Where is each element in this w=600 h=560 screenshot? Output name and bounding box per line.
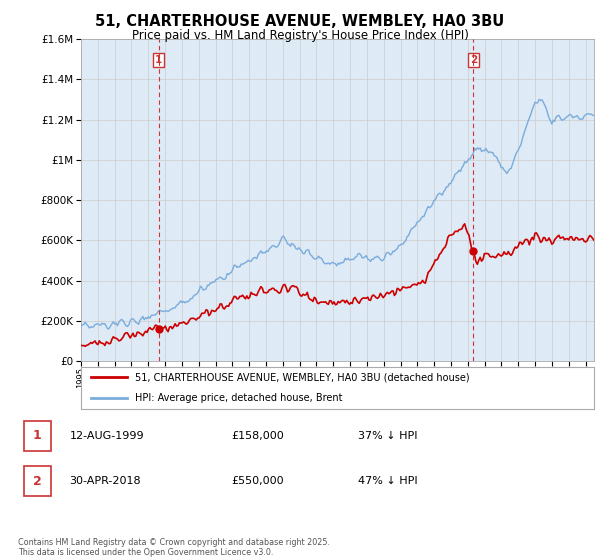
Text: HPI: Average price, detached house, Brent: HPI: Average price, detached house, Bren… [135,393,343,403]
Text: 12-AUG-1999: 12-AUG-1999 [70,431,144,441]
Text: 2: 2 [470,55,477,66]
Text: 47% ↓ HPI: 47% ↓ HPI [358,476,417,486]
FancyBboxPatch shape [23,421,51,451]
Text: 1: 1 [33,430,42,442]
Text: 1: 1 [155,55,162,66]
Text: 51, CHARTERHOUSE AVENUE, WEMBLEY, HA0 3BU: 51, CHARTERHOUSE AVENUE, WEMBLEY, HA0 3B… [95,14,505,29]
Text: £550,000: £550,000 [231,476,284,486]
FancyBboxPatch shape [23,466,51,496]
Text: £158,000: £158,000 [231,431,284,441]
Text: 30-APR-2018: 30-APR-2018 [70,476,141,486]
Text: 2: 2 [33,474,42,488]
Text: 37% ↓ HPI: 37% ↓ HPI [358,431,417,441]
Text: Contains HM Land Registry data © Crown copyright and database right 2025.
This d: Contains HM Land Registry data © Crown c… [18,538,330,557]
Text: Price paid vs. HM Land Registry's House Price Index (HPI): Price paid vs. HM Land Registry's House … [131,29,469,42]
Text: 51, CHARTERHOUSE AVENUE, WEMBLEY, HA0 3BU (detached house): 51, CHARTERHOUSE AVENUE, WEMBLEY, HA0 3B… [135,372,469,382]
